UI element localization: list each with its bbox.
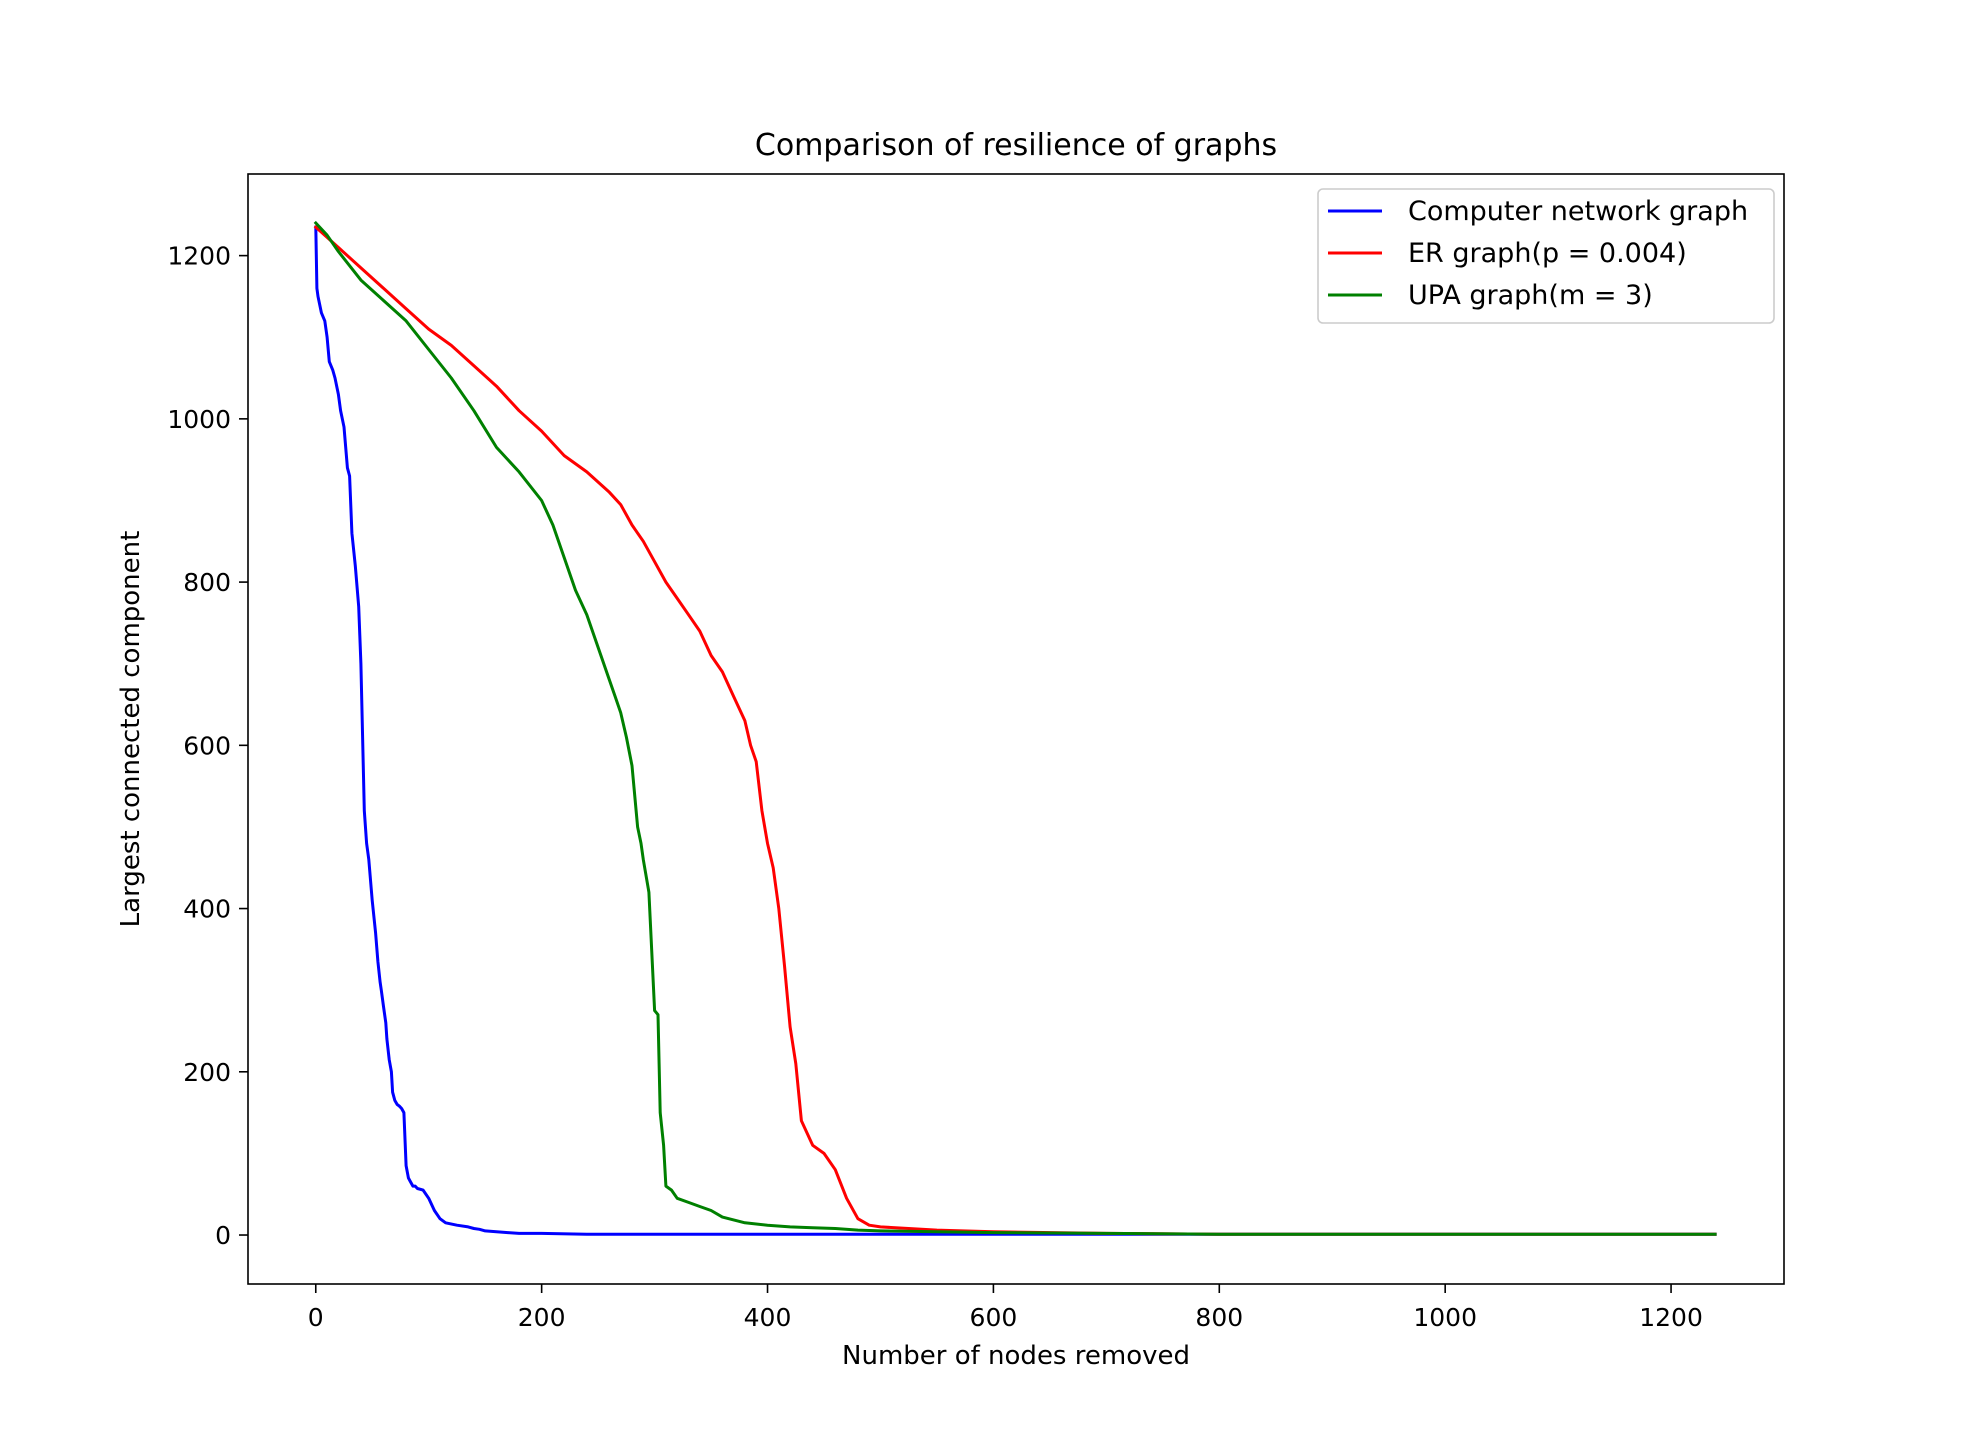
legend-entry-label: Computer network graph bbox=[1408, 196, 1748, 227]
y-tick-label: 800 bbox=[183, 568, 231, 597]
x-tick-label: 400 bbox=[744, 1303, 792, 1332]
legend-entry-label: ER graph(p = 0.004) bbox=[1408, 238, 1687, 269]
x-tick-label: 600 bbox=[970, 1303, 1018, 1332]
y-tick-label: 1000 bbox=[167, 405, 231, 434]
series-line-1 bbox=[313, 224, 1717, 1236]
chart-title: Comparison of resilience of graphs bbox=[755, 128, 1277, 163]
x-tick-label: 1200 bbox=[1639, 1303, 1703, 1332]
x-tick-label: 200 bbox=[518, 1303, 566, 1332]
series-layer bbox=[313, 220, 1717, 1236]
x-tick-label: 800 bbox=[1195, 1303, 1243, 1332]
x-axis-label: Number of nodes removed bbox=[842, 1341, 1190, 1371]
y-axis: 0 200 400 600 800 1000 1200 bbox=[167, 242, 248, 1250]
series-line-0 bbox=[314, 225, 1717, 1236]
plot-frame bbox=[247, 173, 1785, 1285]
y-axis-label: Largest connected component bbox=[116, 531, 146, 928]
y-tick-label: 400 bbox=[183, 895, 231, 924]
x-axis: 0 200 400 600 800 1000 1200 bbox=[308, 1284, 1703, 1332]
y-tick-label: 600 bbox=[183, 731, 231, 760]
legend-box bbox=[1317, 188, 1775, 324]
series-line-2 bbox=[313, 220, 1717, 1236]
legend: Computer network graph ER graph(p = 0.004… bbox=[1317, 188, 1775, 324]
y-tick-label: 0 bbox=[215, 1221, 231, 1250]
y-tick-label: 200 bbox=[183, 1058, 231, 1087]
y-tick-label: 1200 bbox=[167, 242, 231, 271]
x-tick-label: 1000 bbox=[1413, 1303, 1477, 1332]
legend-entry-label: UPA graph(m = 3) bbox=[1408, 280, 1653, 311]
x-tick-label: 0 bbox=[308, 1303, 324, 1332]
